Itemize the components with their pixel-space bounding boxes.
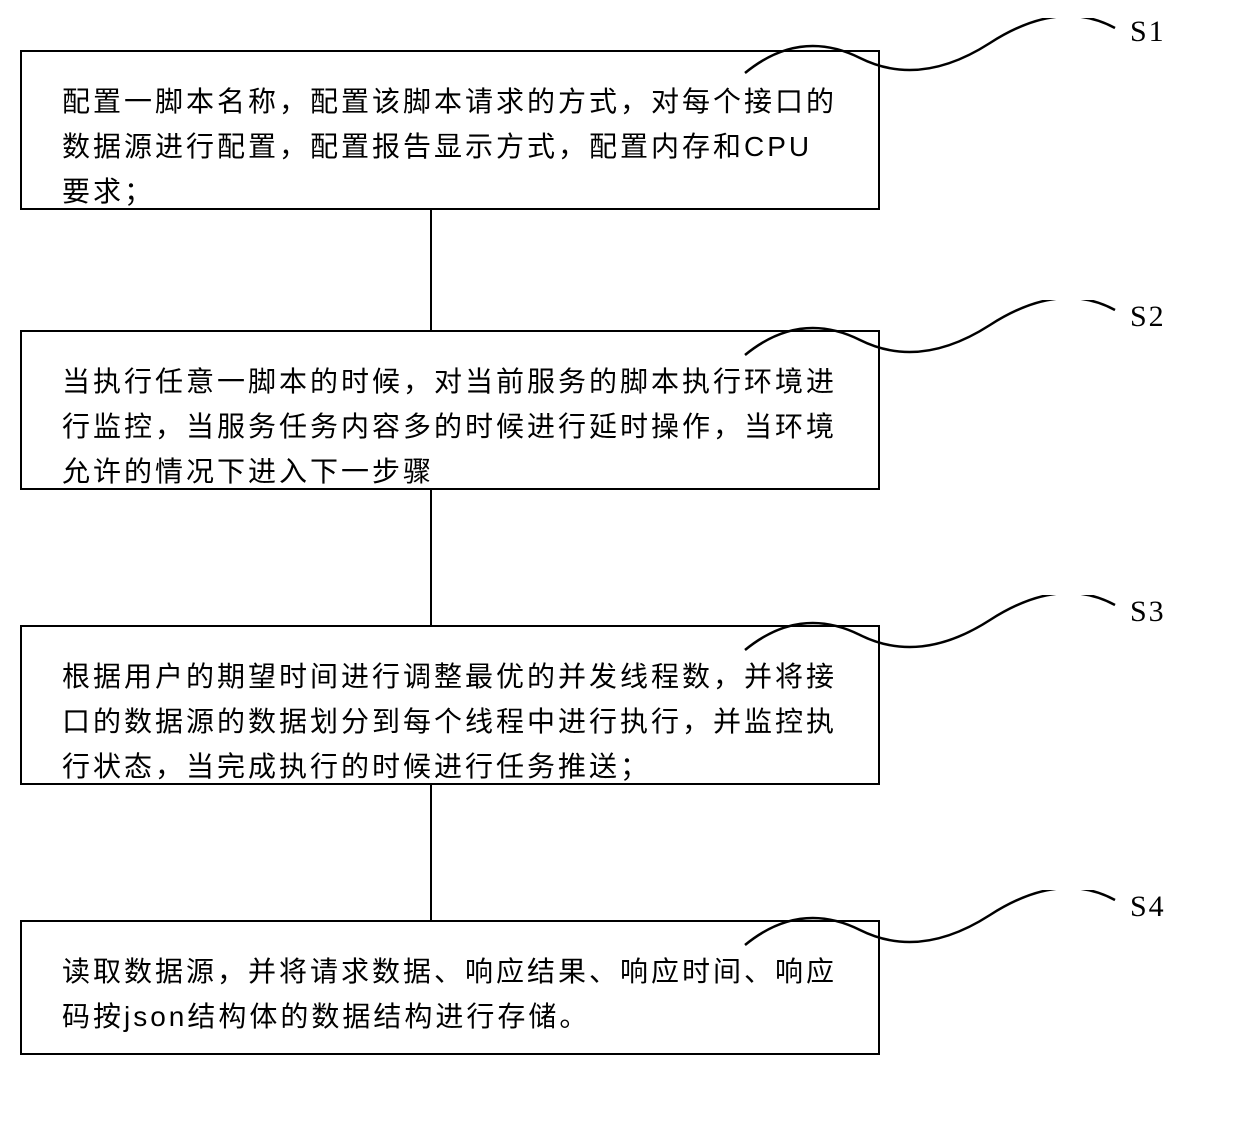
step-label-s2: S2 [1130, 300, 1166, 334]
connector-s1-s2 [430, 210, 432, 330]
flowchart: 配置一脚本名称，配置该脚本请求的方式，对每个接口的数据源进行配置，配置报告显示方… [0, 0, 1240, 1142]
step-label-s4: S4 [1130, 890, 1166, 924]
connector-s3-s4 [430, 785, 432, 920]
wave-connector-s1 [740, 18, 1120, 78]
step-label-s1: S1 [1130, 15, 1166, 49]
step-label-s3: S3 [1130, 595, 1166, 629]
step-text: 当执行任意一脚本的时候，对当前服务的脚本执行环境进行监控，当服务任务内容多的时候… [62, 366, 837, 487]
step-text: 根据用户的期望时间进行调整最优的并发线程数，并将接口的数据源的数据划分到每个线程… [62, 661, 837, 782]
connector-s2-s3 [430, 490, 432, 625]
wave-connector-s3 [740, 595, 1120, 655]
step-text: 读取数据源，并将请求数据、响应结果、响应时间、响应码按json结构体的数据结构进… [62, 956, 837, 1032]
wave-connector-s2 [740, 300, 1120, 360]
wave-connector-s4 [740, 890, 1120, 950]
step-text: 配置一脚本名称，配置该脚本请求的方式，对每个接口的数据源进行配置，配置报告显示方… [62, 86, 837, 207]
